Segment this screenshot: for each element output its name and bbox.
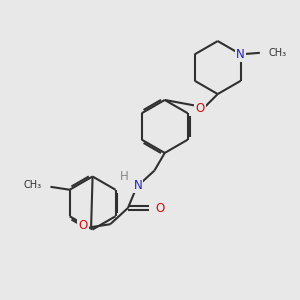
Text: N: N [134, 179, 142, 192]
Text: CH₃: CH₃ [23, 180, 42, 190]
Text: O: O [78, 219, 88, 232]
Text: O: O [195, 102, 205, 115]
Text: N: N [236, 48, 245, 61]
Text: CH₃: CH₃ [268, 48, 286, 58]
Text: O: O [155, 202, 164, 214]
Text: H: H [120, 170, 129, 183]
